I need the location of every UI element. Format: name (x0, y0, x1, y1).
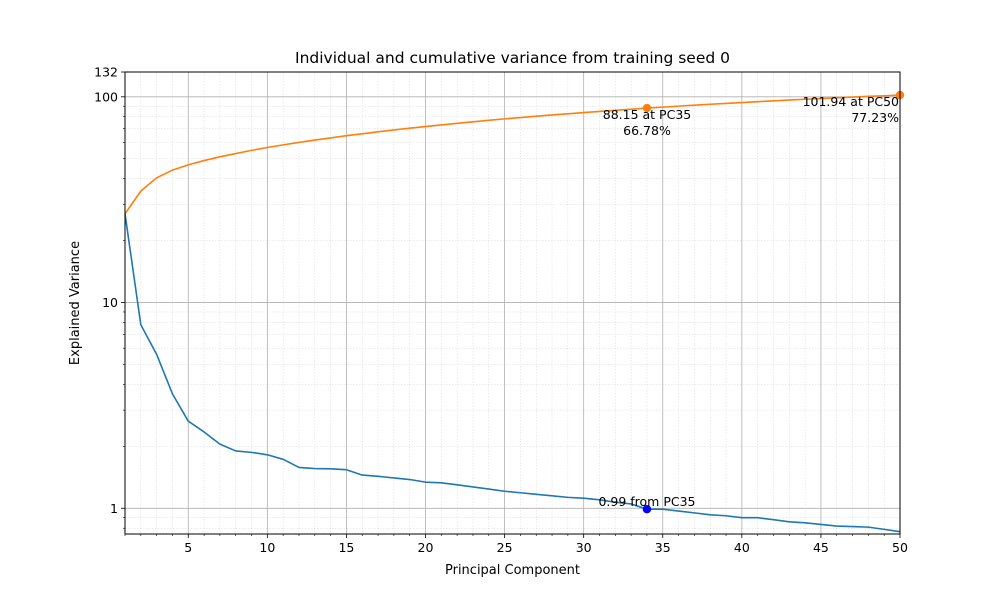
x-tick-label: 25 (497, 540, 513, 555)
chart-title: Individual and cumulative variance from … (295, 49, 730, 67)
x-tick-label: 50 (892, 540, 908, 555)
x-tick-label: 30 (576, 540, 592, 555)
annotation-cumulative-pc50-value: 101.94 at PC50 (803, 94, 899, 109)
x-tick-label: 45 (813, 540, 829, 555)
individual-variance-line (124, 213, 901, 533)
y-tick-label: 1 (110, 501, 118, 516)
plot-frame (124, 71, 901, 535)
annotation-cumulative-pc35-percent: 66.78% (623, 123, 671, 138)
x-axis-label: Principal Component (445, 563, 580, 578)
individual-pc35-marker (642, 504, 652, 514)
y-tick-label: 100 (94, 89, 118, 104)
annotation-cumulative-pc50-percent: 77.23% (851, 110, 899, 125)
x-tick-label: 40 (734, 540, 750, 555)
series-layer (124, 94, 901, 533)
x-tick-label: 5 (184, 540, 192, 555)
x-tick-label: 35 (655, 540, 671, 555)
annotation-cumulative-pc35-value: 88.15 at PC35 (603, 107, 691, 122)
y-axis-label: Explained Variance (68, 241, 83, 365)
cumulative-pc35-marker (642, 103, 652, 113)
tick-layer: 5 10 15 20 25 30 35 40 45 50 1 10 100 132 (94, 65, 908, 556)
minor-grid (124, 72, 900, 534)
cumulative-variance-line (124, 94, 901, 215)
x-tick-label: 15 (338, 540, 354, 555)
y-tick-label: 10 (102, 295, 118, 310)
x-tick-label: 20 (418, 540, 434, 555)
x-tick-label: 10 (259, 540, 275, 555)
y-tick-label: 132 (94, 65, 118, 80)
plot-area (125, 72, 900, 534)
annotation-individual-pc35: 0.99 from PC35 (598, 494, 695, 509)
major-grid (125, 72, 901, 534)
